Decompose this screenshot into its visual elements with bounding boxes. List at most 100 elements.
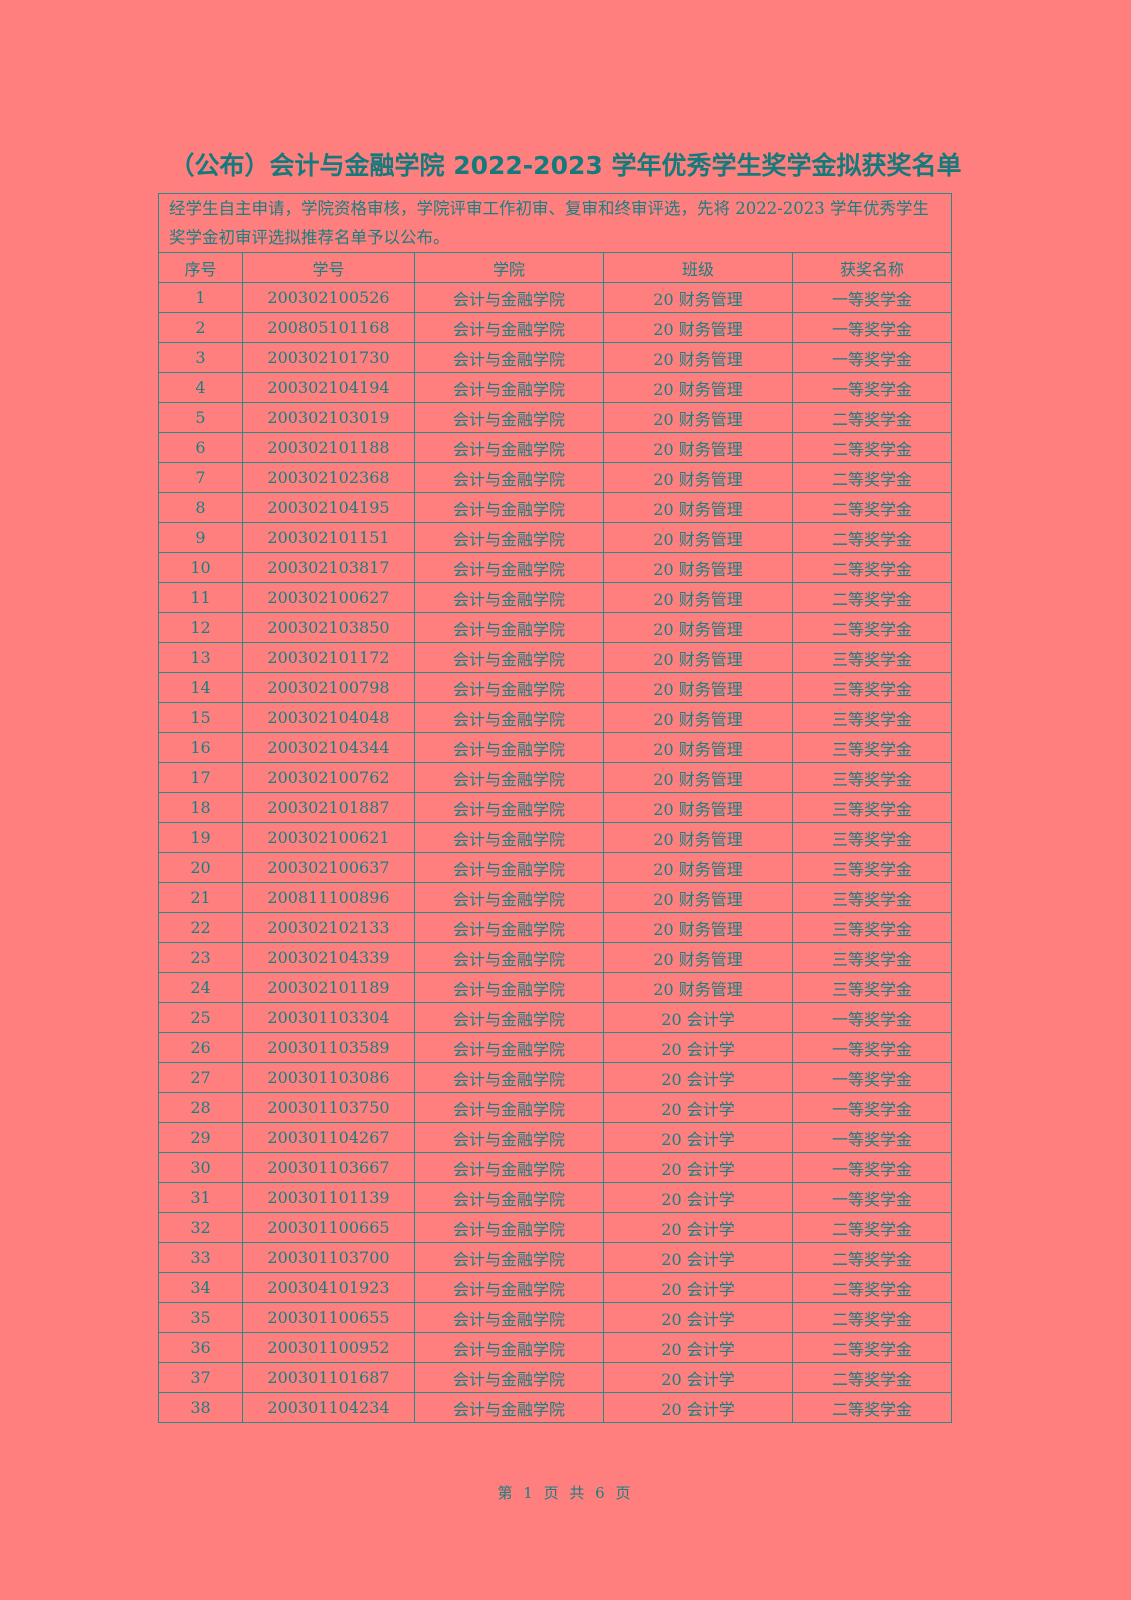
table-row: 37 200301101687 会计与金融学院 20 会计学 二等奖学金 [158,1362,952,1393]
class-cell: 20 财务管理 [603,792,793,823]
class-cell: 20 会计学 [603,1302,793,1333]
class-cell: 20 会计学 [603,1362,793,1393]
student-id-cell: 200302100798 [242,672,415,703]
award-cell: 一等奖学金 [792,1092,952,1123]
class-cell: 20 财务管理 [603,372,793,403]
column-header: 学号 [242,252,415,283]
index-cell: 32 [158,1212,243,1243]
student-id-cell: 200302103019 [242,402,415,433]
college-cell: 会计与金融学院 [414,1062,604,1093]
index-cell: 16 [158,732,243,763]
class-cell: 20 会计学 [603,1062,793,1093]
class-cell: 20 财务管理 [603,672,793,703]
index-cell: 15 [158,702,243,733]
intro-text: 经学生自主申请，学院资格审核，学院评审工作初审、复审和终审评选，先将 2022-… [158,193,952,253]
award-cell: 三等奖学金 [792,672,952,703]
college-cell: 会计与金融学院 [414,462,604,493]
college-cell: 会计与金融学院 [414,912,604,943]
award-cell: 三等奖学金 [792,762,952,793]
student-id-cell: 200811100896 [242,882,415,913]
index-cell: 22 [158,912,243,943]
award-cell: 二等奖学金 [792,432,952,463]
table-row: 10 200302103817 会计与金融学院 20 财务管理 二等奖学金 [158,552,952,583]
index-cell: 4 [158,372,243,403]
college-cell: 会计与金融学院 [414,522,604,553]
student-id-cell: 200302103850 [242,612,415,643]
table-row: 33 200301103700 会计与金融学院 20 会计学 二等奖学金 [158,1242,952,1273]
student-id-cell: 200302100526 [242,282,415,313]
index-cell: 26 [158,1032,243,1063]
student-id-cell: 200302101887 [242,792,415,823]
index-cell: 14 [158,672,243,703]
student-id-cell: 200301103304 [242,1002,415,1033]
table-row: 1 200302100526 会计与金融学院 20 财务管理 一等奖学金 [158,282,952,313]
student-id-cell: 200301100952 [242,1332,415,1363]
class-cell: 20 财务管理 [603,552,793,583]
index-cell: 38 [158,1392,243,1423]
award-cell: 三等奖学金 [792,792,952,823]
table-row: 25 200301103304 会计与金融学院 20 会计学 一等奖学金 [158,1002,952,1033]
college-cell: 会计与金融学院 [414,1362,604,1393]
index-cell: 18 [158,792,243,823]
student-id-cell: 200302102133 [242,912,415,943]
student-id-cell: 200302101151 [242,522,415,553]
college-cell: 会计与金融学院 [414,1302,604,1333]
college-cell: 会计与金融学院 [414,642,604,673]
class-cell: 20 财务管理 [603,942,793,973]
class-cell: 20 财务管理 [603,972,793,1003]
index-cell: 2 [158,312,243,343]
index-cell: 30 [158,1152,243,1183]
class-cell: 20 会计学 [603,1332,793,1363]
class-cell: 20 会计学 [603,1092,793,1123]
award-cell: 二等奖学金 [792,462,952,493]
award-cell: 一等奖学金 [792,1032,952,1063]
award-cell: 三等奖学金 [792,702,952,733]
class-cell: 20 财务管理 [603,852,793,883]
student-id-cell: 200301104267 [242,1122,415,1153]
column-header: 序号 [158,252,243,283]
class-cell: 20 财务管理 [603,312,793,343]
index-cell: 9 [158,522,243,553]
table-row: 38 200301104234 会计与金融学院 20 会计学 二等奖学金 [158,1392,952,1423]
college-cell: 会计与金融学院 [414,1212,604,1243]
table-row: 24 200302101189 会计与金融学院 20 财务管理 三等奖学金 [158,972,952,1003]
header-row: 序号 学号 学院 班级 获奖名称 [158,252,952,283]
index-cell: 33 [158,1242,243,1273]
table-row: 4 200302104194 会计与金融学院 20 财务管理 一等奖学金 [158,372,952,403]
table-row: 11 200302100627 会计与金融学院 20 财务管理 二等奖学金 [158,582,952,613]
college-cell: 会计与金融学院 [414,672,604,703]
index-cell: 37 [158,1362,243,1393]
index-cell: 28 [158,1092,243,1123]
table-row: 8 200302104195 会计与金融学院 20 财务管理 二等奖学金 [158,492,952,523]
student-id-cell: 200302104194 [242,372,415,403]
award-cell: 三等奖学金 [792,852,952,883]
index-cell: 11 [158,582,243,613]
student-id-cell: 200302102368 [242,462,415,493]
table-row: 16 200302104344 会计与金融学院 20 财务管理 三等奖学金 [158,732,952,763]
college-cell: 会计与金融学院 [414,432,604,463]
award-cell: 三等奖学金 [792,972,952,1003]
page-title: （公布）会计与金融学院 2022-2023 学年优秀学生奖学金拟获奖名单 [169,151,962,180]
award-cell: 一等奖学金 [792,1152,952,1183]
student-id-cell: 200301103086 [242,1062,415,1093]
college-cell: 会计与金融学院 [414,852,604,883]
class-cell: 20 会计学 [603,1152,793,1183]
award-cell: 二等奖学金 [792,1332,952,1363]
college-cell: 会计与金融学院 [414,1032,604,1063]
table-row: 19 200302100621 会计与金融学院 20 财务管理 三等奖学金 [158,822,952,853]
college-cell: 会计与金融学院 [414,552,604,583]
index-cell: 5 [158,402,243,433]
index-cell: 20 [158,852,243,883]
class-cell: 20 财务管理 [603,282,793,313]
college-cell: 会计与金融学院 [414,732,604,763]
student-id-cell: 200805101168 [242,312,415,343]
award-cell: 三等奖学金 [792,732,952,763]
college-cell: 会计与金融学院 [414,402,604,433]
college-cell: 会计与金融学院 [414,612,604,643]
college-cell: 会计与金融学院 [414,372,604,403]
award-cell: 二等奖学金 [792,582,952,613]
college-cell: 会计与金融学院 [414,792,604,823]
award-cell: 一等奖学金 [792,342,952,373]
class-cell: 20 财务管理 [603,702,793,733]
class-cell: 20 会计学 [603,1392,793,1423]
